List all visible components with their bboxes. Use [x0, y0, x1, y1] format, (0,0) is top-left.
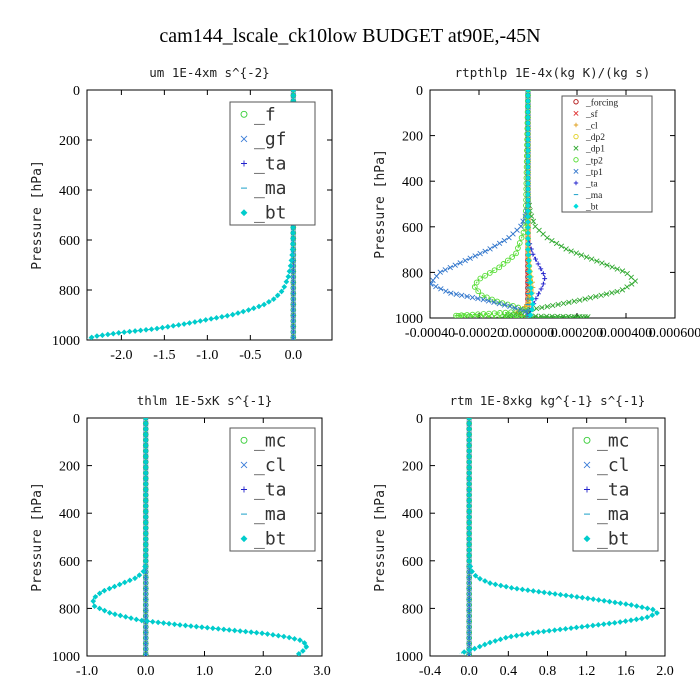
x-tick-label: 0.4 [500, 664, 518, 679]
legend-entry-label: _tp2 [585, 156, 603, 166]
panel-title: um 1E-4xm s^{-2} [149, 65, 269, 80]
x-tick-label: 0.8 [539, 664, 557, 679]
legend-entry-label: _cl [597, 455, 630, 476]
series-group [430, 90, 639, 318]
x-tick-label: 1.2 [578, 664, 596, 679]
y-tick-label: 600 [402, 555, 423, 570]
x-tick-label: 0.0 [285, 348, 303, 363]
x-tick-label: -0.5 [239, 348, 261, 363]
x-tick-label: -0.4 [419, 664, 441, 679]
legend-entry-label: _gf [254, 129, 287, 150]
legend: _mc _cl _ta _ma _bt [229, 427, 316, 552]
y-tick-label: 0 [416, 412, 423, 427]
y-tick-label: 200 [402, 130, 423, 145]
legend-entry-label: _bt [597, 529, 630, 550]
legend-entry-label: _bt [254, 529, 287, 550]
x-tick-label: 0.0 [460, 664, 478, 679]
panel-rtm: rtm 1E-8xkg kg^{-1} s^{-1} Pressure [hPa]… [373, 393, 674, 679]
x-tick-label: -1.5 [153, 348, 175, 363]
y-tick-label: 200 [402, 460, 423, 475]
x-tick-label: 1.0 [196, 664, 214, 679]
y-tick-label: 600 [59, 234, 80, 249]
x-tick-label: 2.0 [255, 664, 273, 679]
y-tick-label: 800 [59, 284, 80, 299]
y-axis-label: Pressure [hPa] [30, 482, 45, 592]
x-tick-label: 3.0 [313, 664, 331, 679]
series-group [459, 418, 660, 656]
y-tick-label: 400 [402, 507, 423, 522]
y-axis-label: Pressure [hPa] [30, 160, 45, 270]
y-tick-label: 600 [59, 555, 80, 570]
y-tick-label: 1000 [52, 334, 80, 349]
panel-title: rtpthlp 1E-4x(kg K)/(kg s) [455, 65, 651, 80]
panel-title: rtm 1E-8xkg kg^{-1} s^{-1} [450, 393, 646, 408]
legend-entry-label: _ma [585, 191, 603, 201]
legend-box [561, 95, 653, 213]
legend-entry-label: _dp1 [585, 145, 605, 155]
y-tick-label: 0 [73, 84, 80, 99]
y-tick-label: 1000 [52, 650, 80, 665]
x-tick-label: -0.00040 [405, 326, 455, 341]
legend-entry-label: _bt [585, 203, 599, 213]
panel-rtpthlp: rtpthlp 1E-4x(kg K)/(kg s) Pressure [hPa]… [373, 65, 700, 341]
legend-entry-label: _f [254, 104, 276, 125]
panel-title: thlm 1E-5xK s^{-1} [137, 393, 272, 408]
x-tick-label: 0.000000 [502, 326, 555, 341]
y-tick-label: 200 [59, 134, 80, 149]
panel-thlm: thlm 1E-5xK s^{-1} Pressure [hPa] 0 200 400 6… [30, 393, 331, 679]
y-tick-label: 600 [402, 221, 423, 236]
legend-entry-label: _forcing [585, 97, 618, 108]
x-tick-label: -2.0 [110, 348, 132, 363]
y-tick-label: 400 [402, 175, 423, 190]
x-tick-label: 0.000400 [600, 326, 653, 341]
x-tick-label: 2.0 [656, 664, 674, 679]
figure-title: cam144_lscale_ck10low BUDGET at90E,-45N [159, 25, 540, 47]
legend-entry-label: _ma [254, 504, 287, 525]
legend-entry-label: _sf [585, 109, 598, 120]
x-tick-label: 0.000200 [551, 326, 604, 341]
panel-um: um 1E-4xm s^{-2} Pressure [hPa] 0 200 400 600… [30, 65, 333, 363]
legend-entry-label: _ta [254, 480, 287, 501]
y-tick-label: 1000 [395, 650, 423, 665]
legend-entry-label: _ta [254, 154, 287, 175]
y-tick-label: 0 [416, 84, 423, 99]
series-line-ta [527, 90, 546, 318]
y-axis-label: Pressure [hPa] [373, 149, 388, 259]
x-tick-label: -0.00020 [454, 326, 504, 341]
legend-entry-label: _mc [597, 430, 630, 451]
x-tick-label: 0.0 [137, 664, 155, 679]
series-line-tp2 [454, 90, 529, 318]
y-tick-label: 400 [59, 184, 80, 199]
y-tick-label: 400 [59, 507, 80, 522]
legend-entry-label: _dp2 [585, 133, 605, 143]
legend-entry-label: _cl [585, 122, 598, 132]
y-axis-label: Pressure [hPa] [373, 482, 388, 592]
x-tick-label: -1.0 [196, 348, 218, 363]
y-tick-label: 0 [73, 412, 80, 427]
legend: _f _gf _ta _ma _bt [229, 101, 316, 226]
legend: _mc _cl _ta _ma _bt [572, 427, 659, 552]
legend-entry-label: _cl [254, 455, 287, 476]
legend-entry-label: _ma [597, 504, 630, 525]
legend-entry-label: _ma [254, 178, 287, 199]
legend-entry-label: _ta [585, 180, 598, 190]
y-tick-label: 800 [402, 602, 423, 617]
y-tick-label: 200 [59, 460, 80, 475]
x-tick-label: 0.000600 [649, 326, 700, 341]
legend: _forcing_sf _cl_dp2 _dp1_tp2 _tp1 _ta_ma _bt [561, 95, 653, 213]
legend-entry-label: _ta [597, 480, 630, 501]
legend-entry-label: _mc [254, 430, 287, 451]
series-group [90, 418, 310, 656]
x-tick-label: 1.6 [617, 664, 635, 679]
y-tick-label: 1000 [395, 312, 423, 327]
x-tick-label: -1.0 [76, 664, 98, 679]
legend-entry-label: _tp1 [585, 168, 603, 178]
plot-frame [429, 89, 676, 319]
y-tick-label: 800 [59, 602, 80, 617]
plot-frame [86, 89, 333, 341]
y-tick-label: 800 [402, 266, 423, 281]
legend-entry-label: _bt [254, 203, 287, 224]
